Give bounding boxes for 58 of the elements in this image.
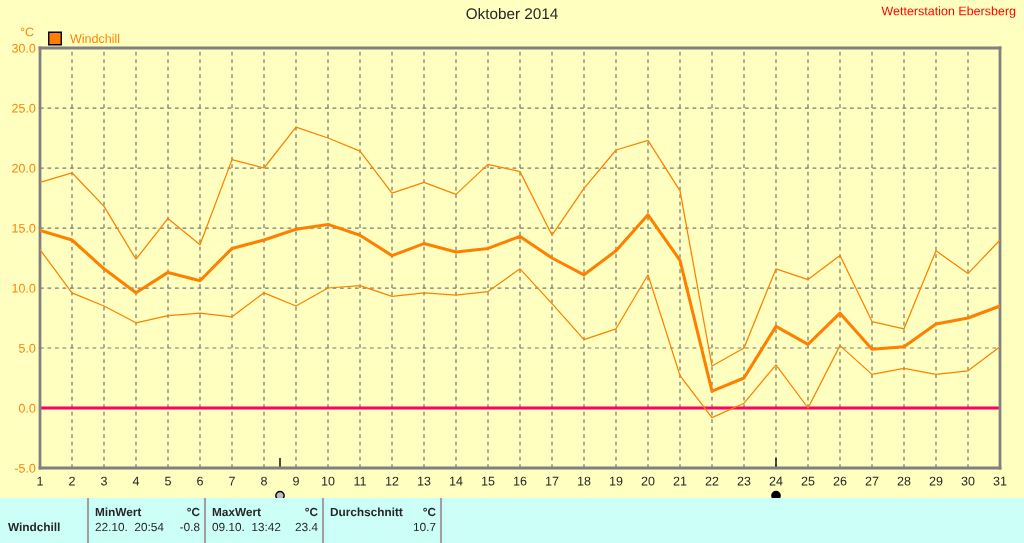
line-series (40, 126, 1000, 367)
text: 09.10. 13:42 (212, 522, 281, 532)
x-tick-label: 5 (165, 476, 171, 486)
x-tick-label: 14 (450, 476, 463, 486)
legend-label: Windchill (70, 33, 120, 44)
text: MinWert (95, 507, 142, 517)
text: °C (423, 507, 436, 517)
y-axis-title: °C (20, 27, 34, 37)
x-tick-label: 1 (37, 476, 43, 486)
y-tick-label: 5.0 (18, 343, 36, 353)
text: °C (305, 507, 318, 517)
y-tick-label: -5.0 (14, 463, 36, 473)
x-tick-label: 2 (69, 476, 75, 486)
x-tick-label: 12 (386, 476, 399, 486)
x-tick-label: 20 (641, 476, 655, 486)
y-tick-label: 0.0 (18, 403, 36, 413)
text: 23.4 (295, 522, 318, 532)
x-tick-label: 22 (705, 476, 719, 486)
x-tick-label: 25 (801, 476, 815, 486)
x-tick-label: 4 (132, 476, 140, 486)
text: Durchschnitt (330, 507, 403, 517)
x-tick-label: 21 (673, 476, 687, 486)
line-series (40, 213, 1000, 393)
x-tick-label: 23 (737, 476, 751, 486)
x-tick-label: 31 (993, 476, 1007, 486)
x-tick-label: 17 (546, 476, 559, 486)
y-tick-label: 25.0 (12, 103, 36, 113)
text: 10.7 (413, 522, 436, 532)
y-tick-label: 30.0 (11, 43, 36, 53)
x-tick-label: 6 (197, 476, 203, 486)
x-tick-label: 28 (897, 476, 911, 486)
x-tick-label: 16 (514, 476, 527, 486)
text: MaxWert (212, 507, 261, 517)
x-tick-label: 29 (929, 476, 943, 486)
x-tick-label: 24 (769, 476, 783, 486)
x-tick-label: 8 (261, 476, 267, 486)
text: Wetterstation Ebersberg (881, 6, 1016, 18)
text: 22.10. 20:54 (95, 522, 164, 532)
text: °C (187, 507, 200, 517)
x-tick-label: 18 (578, 476, 591, 486)
x-tick-label: 19 (610, 476, 623, 486)
x-tick-label: 15 (482, 476, 495, 486)
text: Windchill (8, 522, 60, 532)
y-tick-label: 10.0 (12, 283, 36, 293)
x-tick-label: 13 (418, 476, 431, 486)
x-tick-label: 9 (293, 476, 299, 486)
x-tick-label: 26 (833, 476, 847, 486)
x-tick-label: 7 (229, 476, 235, 486)
y-tick-label: 20.0 (12, 163, 36, 173)
line-series (40, 248, 1000, 419)
x-tick-label: 3 (101, 476, 107, 486)
x-tick-label: 27 (865, 476, 879, 486)
chart-title: Oktober 2014 (466, 7, 558, 20)
x-tick-label: 30 (961, 476, 975, 486)
x-tick-label: 11 (354, 476, 366, 486)
y-tick-label: 15.0 (12, 223, 36, 233)
text: -0.8 (180, 522, 200, 532)
x-tick-label: 10 (322, 476, 335, 486)
